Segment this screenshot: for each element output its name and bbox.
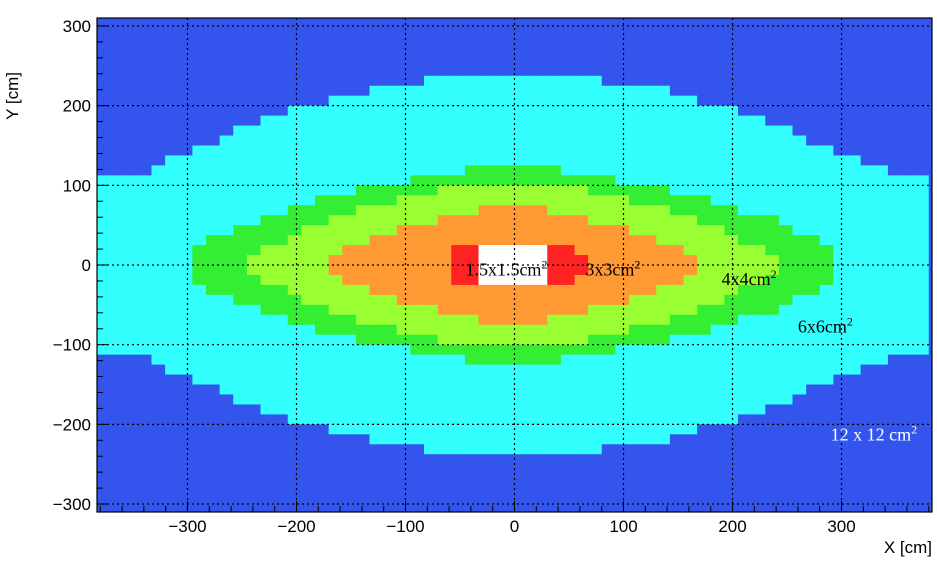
heatmap-cell — [764, 255, 779, 275]
heatmap-cell — [424, 225, 439, 305]
y-tick-label: 100 — [63, 176, 91, 195]
region-1 — [97, 75, 929, 455]
heatmap-regions — [97, 18, 932, 512]
grid — [97, 18, 932, 512]
heatmap-cell — [873, 165, 888, 365]
x-tick-label: −100 — [386, 517, 424, 536]
heatmap-cell — [478, 245, 493, 285]
heatmap-cell — [492, 245, 507, 285]
axis-ticks: −300 −200 −100 0 100 200 300 −300 −200 −100 0 100 20… — [53, 17, 930, 536]
y-axis-title: Y [cm] — [3, 72, 22, 120]
heatmap-cell — [887, 175, 902, 355]
heatmap-cell — [369, 235, 384, 295]
heatmap-cell — [791, 235, 807, 295]
heatmap-cell — [614, 225, 630, 305]
heatmap-cell — [573, 255, 589, 275]
heatmap-cell — [137, 175, 153, 355]
x-tick-label: 0 — [510, 517, 519, 536]
region-label: 3x3cm2 — [585, 257, 640, 279]
x-tick-label: 100 — [609, 517, 637, 536]
heatmap-cell — [533, 245, 548, 285]
heatmap-cell — [342, 245, 357, 285]
heatmap-cell — [914, 175, 929, 355]
heatmap-cell — [274, 245, 289, 285]
y-tick-label: 0 — [82, 256, 91, 275]
heatmap-cell — [628, 235, 643, 295]
x-tick-label: 300 — [827, 517, 855, 536]
heatmap-cell — [832, 155, 848, 375]
region-labels: 12 x 12 cm2 6x6cm2 4x4cm2 3x3cm2 1.5x1.5cm2 — [465, 257, 917, 444]
heatmap-cell — [219, 235, 234, 295]
heatmap-cell — [737, 245, 752, 285]
heatmap-cell — [178, 155, 193, 375]
heatmap-cell — [819, 245, 834, 285]
y-tick-label: −200 — [53, 415, 91, 434]
x-tick-label: 200 — [718, 517, 746, 536]
heatmap-cell — [778, 225, 793, 305]
heatmap-cell — [723, 235, 739, 295]
heatmap-cell — [287, 235, 302, 295]
heatmap-cell — [233, 225, 248, 305]
x-tick-label: −200 — [277, 517, 315, 536]
heatmap-cell — [328, 255, 343, 275]
x-axis-title: X [cm] — [884, 538, 932, 557]
heatmap-cell — [587, 225, 602, 305]
y-tick-label: −300 — [53, 495, 91, 514]
x-tick-label: −300 — [168, 517, 206, 536]
heatmap-cell — [669, 245, 684, 285]
heatmap-cell — [192, 245, 207, 285]
heatmap-cell — [642, 235, 657, 295]
region-label: 1.5x1.5cm2 — [465, 257, 547, 279]
region-label: 6x6cm2 — [798, 315, 853, 337]
heatmap-cell — [682, 255, 698, 275]
region-label: 12 x 12 cm2 — [831, 422, 918, 444]
heatmap-cell — [124, 175, 139, 355]
heatmap-cell — [383, 235, 398, 295]
y-tick-label: 300 — [63, 17, 91, 36]
y-tick-label: −100 — [53, 336, 91, 355]
region-label: 4x4cm2 — [722, 267, 777, 289]
y-tick-label: 200 — [63, 97, 91, 116]
heatmap-cell — [437, 215, 452, 315]
heatmap-cell — [519, 245, 534, 285]
